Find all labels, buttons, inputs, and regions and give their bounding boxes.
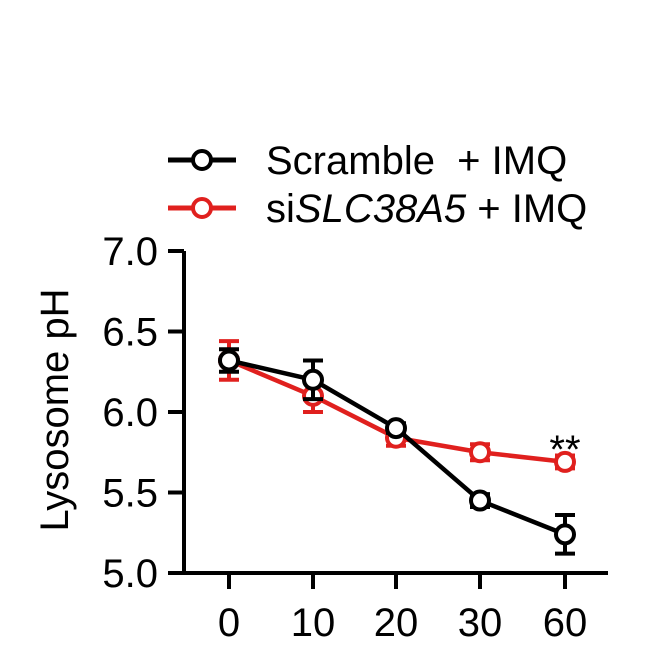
y-tick-label: 5.0	[102, 552, 158, 596]
y-tick-label: 7.0	[102, 230, 158, 274]
data-point	[218, 349, 240, 372]
data-point	[469, 489, 491, 512]
significance-annotation: **	[549, 428, 580, 472]
legend-entry-scramble: Scramble + IMQ	[168, 139, 567, 183]
x-tick-label: 10	[291, 601, 336, 645]
x-tick-label: 20	[374, 601, 419, 645]
data-point	[554, 523, 576, 546]
y-tick-label: 6.5	[102, 311, 158, 355]
legend-marker-sislc38a5	[191, 197, 213, 219]
legend: Scramble + IMQ siSLC38A5 + IMQ	[168, 139, 587, 231]
series-0	[218, 347, 576, 556]
legend-entry-sislc38a5: siSLC38A5 + IMQ	[168, 187, 587, 231]
y-tick-label: 6.0	[102, 391, 158, 435]
data-point	[385, 417, 407, 440]
x-tick-label: 0	[218, 601, 240, 645]
annotation-layer: **	[549, 428, 580, 472]
data-point	[302, 368, 324, 391]
legend-marker-scramble	[191, 149, 213, 171]
legend-label-scramble: Scramble + IMQ	[266, 139, 567, 183]
legend-label-suffix: + IMQ	[466, 187, 587, 231]
legend-label-prefix: si	[266, 187, 295, 231]
series-1	[218, 339, 576, 473]
legend-label-sislc38a5: siSLC38A5 + IMQ	[266, 187, 587, 231]
x-tick-label: 30	[458, 601, 503, 645]
x-tick-label: 60	[543, 601, 588, 645]
data-point	[554, 450, 576, 473]
data-point	[469, 441, 491, 464]
series-layer	[218, 339, 576, 556]
y-tick-label: 5.5	[102, 472, 158, 516]
x-ticks: 0 10 20 30 60	[218, 573, 587, 645]
y-ticks: 5.0 5.5 6.0 6.5 7.0	[102, 230, 184, 596]
y-axis-label: Lysosome pH	[33, 288, 77, 531]
legend-label-gene: SLC38A5	[295, 187, 467, 231]
